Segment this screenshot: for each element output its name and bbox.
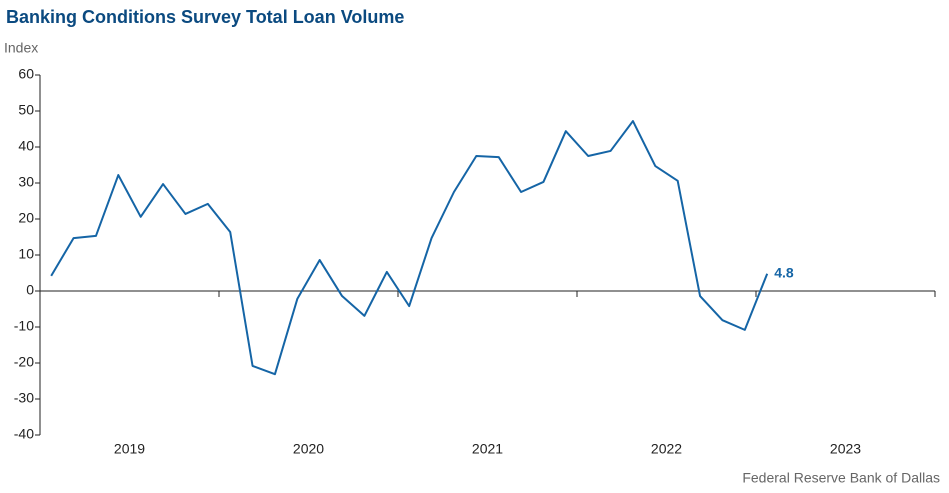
y-tick-label: -10 <box>14 318 34 334</box>
y-tick-label: 10 <box>18 246 34 262</box>
end-value-label: 4.8 <box>774 264 794 280</box>
line-series <box>50 120 769 376</box>
y-tick-label: 30 <box>18 174 34 190</box>
y-tick-label: 0 <box>26 282 34 298</box>
x-tick-label: 2022 <box>651 441 682 457</box>
x-tick-label: 2019 <box>114 441 145 457</box>
y-tick-label: 60 <box>18 66 34 82</box>
x-tick-label: 2023 <box>830 441 861 457</box>
y-tick-label: 40 <box>18 138 34 154</box>
source: Federal Reserve Bank of Dallas <box>742 470 940 486</box>
y-tick-label: -30 <box>14 390 34 406</box>
y-tick-label: -20 <box>14 354 34 370</box>
x-tick-label: 2021 <box>472 441 503 457</box>
y-tick-label: 20 <box>18 210 34 226</box>
y-axis-label: Index <box>4 40 38 56</box>
chart-title: Banking Conditions Survey Total Loan Vol… <box>6 7 404 27</box>
x-tick-label: 2020 <box>293 441 324 457</box>
y-tick-label: 50 <box>18 102 34 118</box>
y-tick-label: -40 <box>14 426 34 442</box>
